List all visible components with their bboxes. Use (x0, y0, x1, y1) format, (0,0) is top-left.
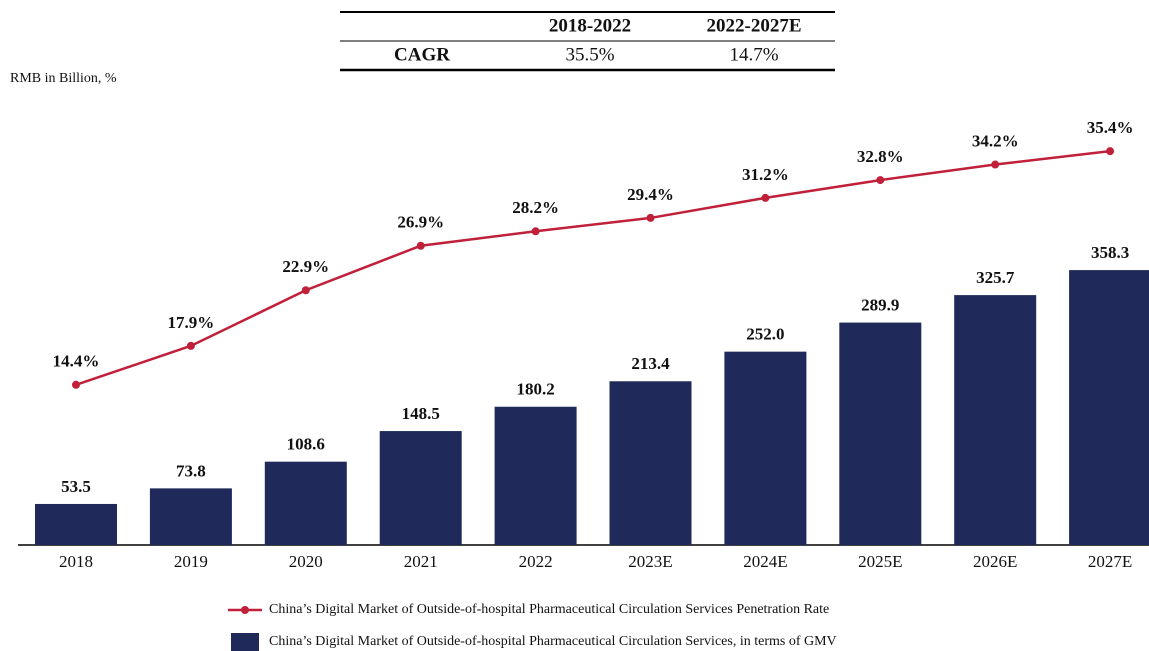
line-point (761, 193, 770, 202)
bar-value-label: 73.8 (176, 461, 206, 480)
line-value-label: 35.4% (1087, 118, 1134, 137)
bar (1069, 270, 1149, 545)
bar (149, 488, 232, 545)
line-point (301, 286, 310, 295)
line (75, 149, 1111, 386)
bar-value-label: 252.0 (746, 325, 784, 344)
table-header: 2022-2027E (707, 15, 802, 36)
line-value-label: 22.9% (282, 257, 329, 276)
legend-label: China’s Digital Market of Outside-of-hos… (269, 602, 829, 617)
bar-value-label: 213.4 (631, 354, 670, 373)
table-cell: 35.5% (565, 44, 614, 65)
line-value-label: 32.8% (857, 147, 904, 166)
line-point (876, 176, 885, 185)
x-tick-label: 2025E (858, 552, 902, 571)
x-tick-label: 2027E (1088, 552, 1132, 571)
x-tick-label: 2021 (404, 552, 438, 571)
bar (839, 322, 922, 545)
x-tick-label: 2022 (519, 552, 553, 571)
bar-value-label: 53.5 (61, 477, 91, 496)
line-value-label: 17.9% (168, 313, 215, 332)
table-header: 2018-2022 (549, 15, 631, 36)
legend-label: China’s Digital Market of Outside-of-hos… (269, 634, 837, 649)
bar (494, 406, 577, 545)
line-point (991, 160, 1000, 169)
bar-value-label: 180.2 (516, 380, 554, 399)
x-tick-label: 2024E (743, 552, 787, 571)
line-point (1106, 147, 1115, 156)
x-tick-label: 2019 (174, 552, 208, 571)
line-point (72, 380, 80, 389)
x-tick-label: 2018 (59, 552, 93, 571)
line-value-label: 29.4% (627, 185, 674, 204)
bar (954, 295, 1037, 545)
bar (724, 351, 807, 545)
x-tick-label: 2020 (289, 552, 323, 571)
bar (264, 461, 347, 545)
line-value-label: 26.9% (397, 213, 444, 232)
subtitle: RMB in Billion, % (10, 71, 117, 86)
line-point (646, 213, 655, 222)
table-row-label: CAGR (394, 44, 450, 65)
bar-value-label: 148.5 (402, 404, 440, 423)
bar (379, 431, 462, 545)
line-point (531, 227, 540, 236)
legend-swatch (241, 606, 249, 614)
bar (35, 503, 117, 545)
line-value-label: 31.2% (742, 165, 789, 184)
line-value-label: 34.2% (972, 131, 1019, 150)
line-point (186, 341, 195, 350)
bar (609, 381, 692, 545)
x-tick-label: 2023E (628, 552, 672, 571)
bar-value-label: 108.6 (287, 435, 325, 454)
line-value-label: 28.2% (512, 198, 559, 217)
line-value-label: 14.4% (53, 352, 100, 371)
legend-swatch (231, 633, 259, 651)
table-cell: 14.7% (729, 44, 778, 65)
line-point (416, 241, 425, 250)
bar-value-label: 289.9 (861, 295, 899, 314)
bar-value-label: 358.3 (1091, 243, 1129, 262)
x-tick-label: 2026E (973, 552, 1017, 571)
bar-value-label: 325.7 (976, 268, 1015, 287)
